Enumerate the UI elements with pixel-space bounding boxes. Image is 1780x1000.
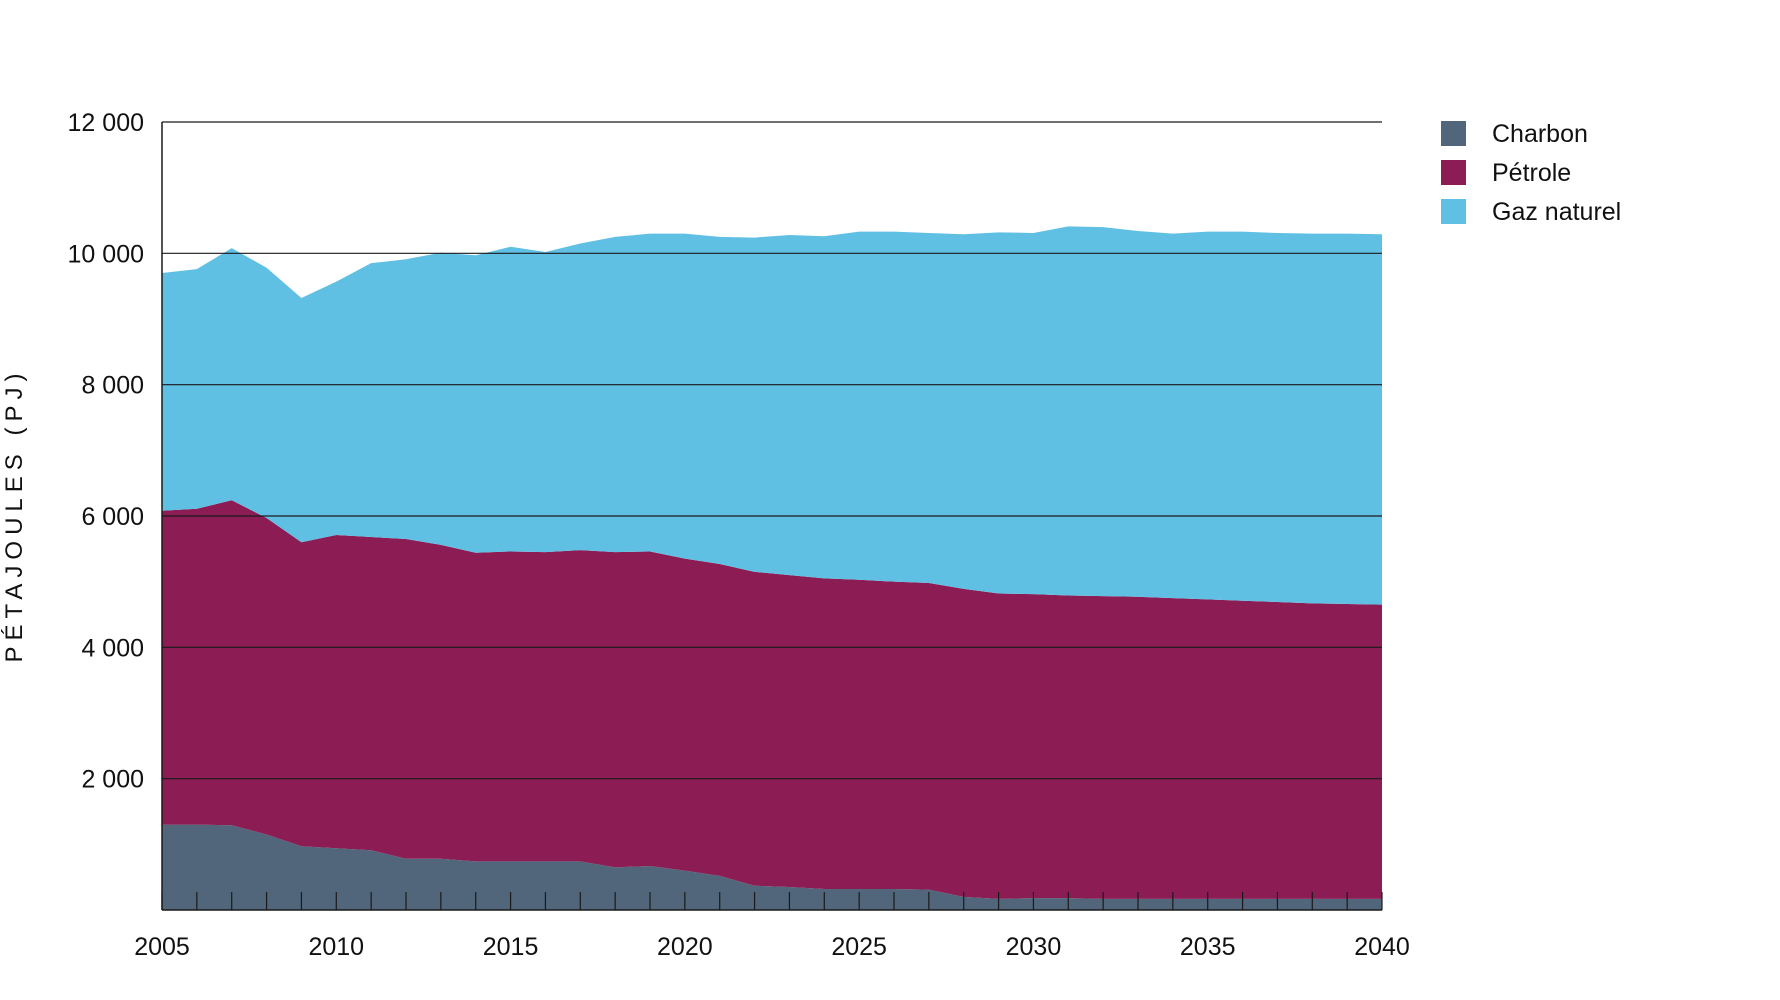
gridlines [162,121,1382,780]
x-tick-label-2010: 2010 [308,933,364,961]
y-tick-label-8000: 8 000 [81,372,144,400]
area-series-group [162,226,1382,910]
legend-swatch-charbon [1441,121,1466,146]
x-tick-label-2025: 2025 [831,933,887,961]
legend-swatch-petrole [1441,160,1466,185]
x-tick-label-2005: 2005 [134,933,190,961]
x-tick-label-2015: 2015 [483,933,539,961]
x-tick-label-2035: 2035 [1180,933,1236,961]
axes [161,122,1383,911]
area-gaz-naturel [162,226,1382,605]
area-charbon [162,824,1382,910]
y-tick-label-12000: 12 000 [68,109,144,137]
area-petrole [162,500,1382,899]
y-axis-title: PÉTAJOULES (PJ) [1,368,28,663]
tick-labels: 2005 2010 2015 2020 2025 2030 2035 2040 2 000 4 0… [68,109,1410,961]
y-tick-label-2000: 2 000 [81,766,144,794]
legend-label-petrole: Pétrole [1492,159,1571,187]
x-tick-label-2020: 2020 [657,933,713,961]
y-tick-label-4000: 4 000 [81,634,144,662]
legend: Charbon Pétrole Gaz naturel [1441,120,1621,226]
y-tick-label-10000: 10 000 [68,240,144,268]
legend-label-gaz-naturel: Gaz naturel [1492,198,1621,226]
x-tick-label-2030: 2030 [1006,933,1062,961]
legend-label-charbon: Charbon [1492,120,1588,148]
x-tick-label-2040: 2040 [1354,933,1410,961]
legend-swatch-gaz-naturel [1441,199,1466,224]
y-tick-label-6000: 6 000 [81,503,144,531]
